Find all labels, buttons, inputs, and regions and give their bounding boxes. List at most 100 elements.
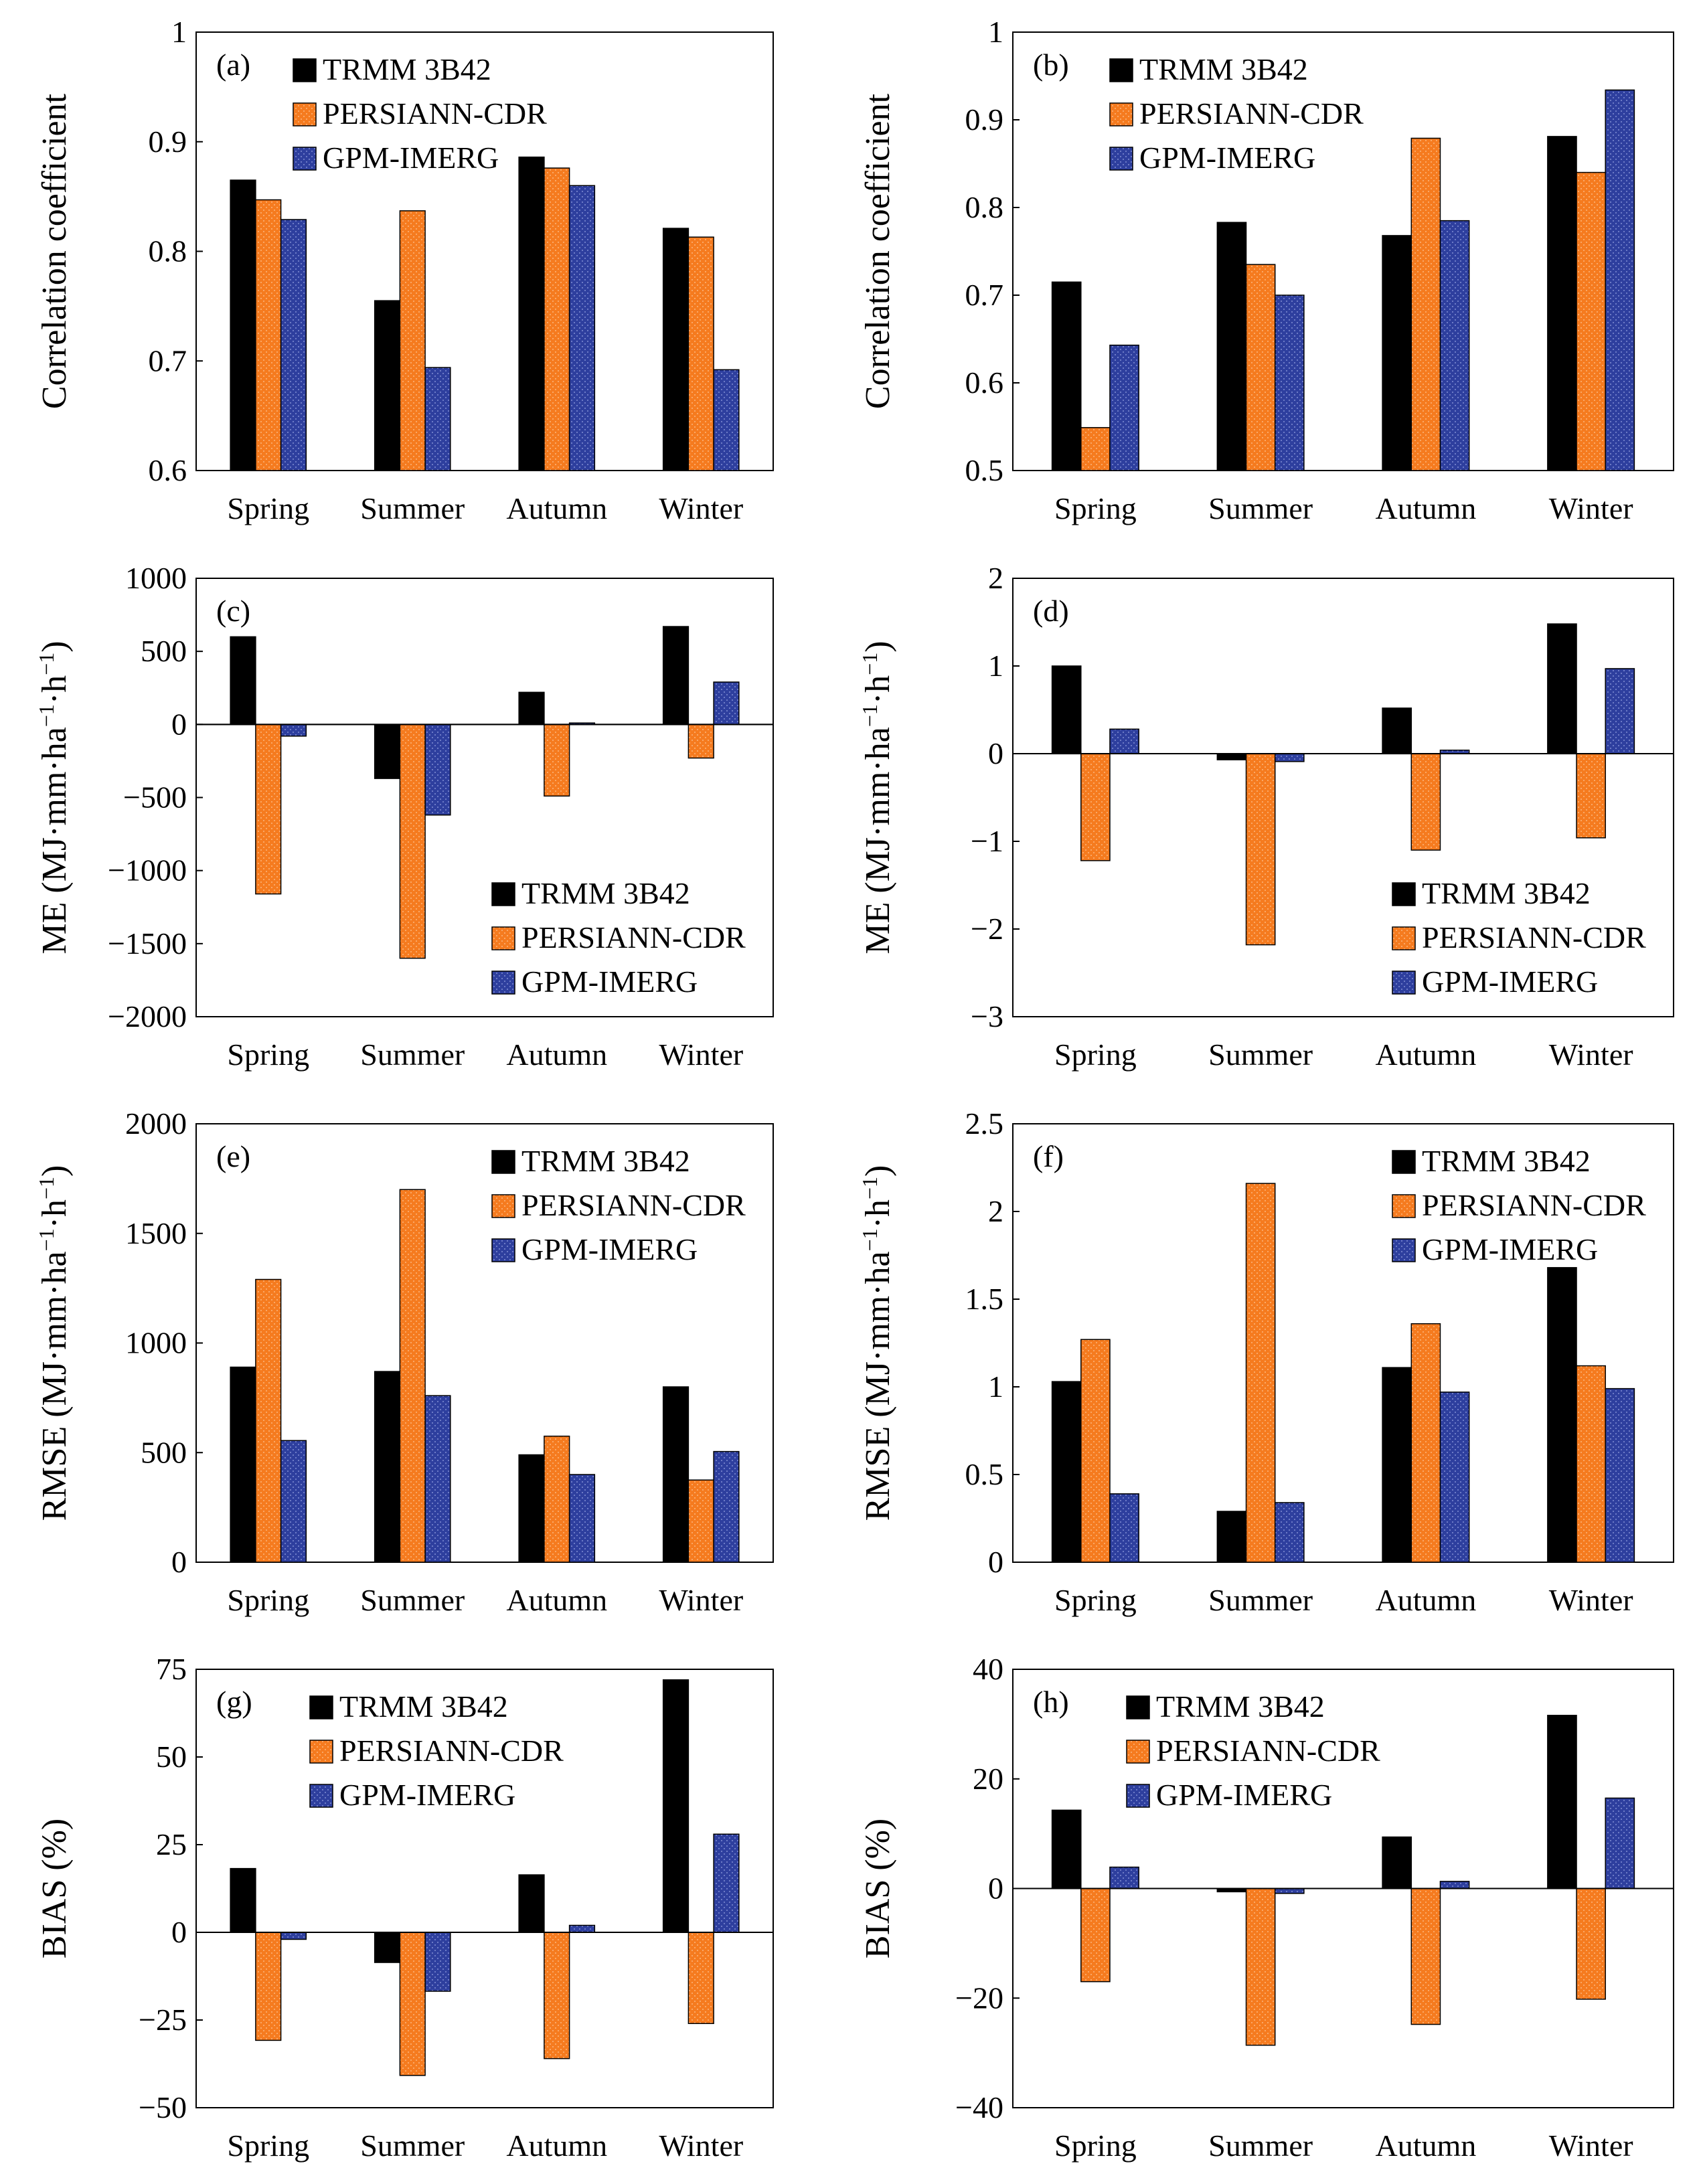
x-tick-label-f-winter: Winter <box>1549 1583 1633 1617</box>
y-tick-label-h-4: 40 <box>973 1652 1003 1686</box>
x-tick-label-d-spring: Spring <box>1054 1037 1137 1072</box>
y-tick-label-d-4: 1 <box>988 649 1003 683</box>
bar-b-trmm-3b42-spring <box>1051 281 1082 471</box>
bar-b-trmm-3b42-autumn <box>1382 235 1412 471</box>
bar-c-gpm-imerg-spring <box>280 724 307 737</box>
bar-a-gpm-imerg-autumn <box>568 185 596 471</box>
y-tick-label-g-0: −50 <box>139 2090 187 2124</box>
bar-f-gpm-imerg-autumn <box>1439 1392 1470 1563</box>
bar-c-persiann-cdr-spring <box>255 724 282 895</box>
legend-swatch-d-gpm-imerg <box>1392 971 1416 995</box>
panel-label-c: (c) <box>216 594 250 628</box>
y-tick-label-h-0: −40 <box>955 2090 1003 2124</box>
bar-f-trmm-3b42-spring <box>1051 1381 1082 1563</box>
bar-c-trmm-3b42-autumn <box>518 691 545 726</box>
bar-f-persiann-cdr-autumn <box>1410 1323 1441 1563</box>
legend-swatch-h-trmm-3b42 <box>1126 1695 1150 1719</box>
legend-label-a-gpm-imerg: GPM-IMERG <box>323 141 499 175</box>
legend-label-g-gpm-imerg: GPM-IMERG <box>339 1778 515 1812</box>
x-tick-label-h-summer: Summer <box>1208 2128 1313 2163</box>
legend-swatch-f-persiann-cdr <box>1392 1194 1416 1218</box>
bar-a-persiann-cdr-spring <box>255 199 282 471</box>
bar-a-trmm-3b42-winter <box>662 228 690 471</box>
panel-c: −2000 −1500 −1000 −500 0 500 1000 Spring Summer A… <box>34 561 774 1072</box>
legend-label-c-gpm-imerg: GPM-IMERG <box>521 964 698 999</box>
legend-label-f-trmm-3b42: TRMM 3B42 <box>1422 1144 1591 1178</box>
x-tick-label-d-summer: Summer <box>1208 1037 1313 1072</box>
bar-e-persiann-cdr-winter <box>687 1479 714 1563</box>
legend-swatch-c-persiann-cdr <box>491 926 515 950</box>
y-axis-title-a: Correlation coefficient <box>35 93 74 409</box>
y-tick-label-g-4: 50 <box>156 1740 187 1774</box>
bar-a-trmm-3b42-summer <box>374 300 401 471</box>
y-tick-label-h-1: −20 <box>955 1981 1003 2015</box>
bar-a-persiann-cdr-summer <box>399 210 426 471</box>
y-tick-label-c-5: 500 <box>141 634 187 668</box>
x-tick-label-a-winter: Winter <box>659 491 743 525</box>
bar-d-trmm-3b42-winter <box>1547 623 1577 754</box>
legend-label-a-trmm-3b42: TRMM 3B42 <box>323 52 491 86</box>
x-tick-label-c-winter: Winter <box>659 1037 743 1072</box>
x-tick-label-d-winter: Winter <box>1549 1037 1633 1072</box>
y-tick-label-b-1: 0.6 <box>965 365 1004 400</box>
bar-g-persiann-cdr-spring <box>255 1932 282 2041</box>
x-tick-label-g-winter: Winter <box>659 2128 743 2163</box>
x-tick-label-b-winter: Winter <box>1549 491 1633 525</box>
panel-a: 0.6 0.7 0.8 0.9 1 Spring Summer Autumn Winter (a)… <box>35 15 774 525</box>
bar-c-trmm-3b42-winter <box>662 626 690 726</box>
x-tick-label-g-spring: Spring <box>227 2128 309 2163</box>
y-tick-label-e-0: 0 <box>171 1545 187 1579</box>
bar-e-trmm-3b42-winter <box>662 1386 690 1563</box>
y-tick-label-c-1: −1500 <box>108 926 187 960</box>
bar-f-gpm-imerg-summer <box>1274 1502 1305 1563</box>
bar-h-gpm-imerg-spring <box>1109 1866 1139 1889</box>
x-tick-label-a-autumn: Autumn <box>506 491 607 525</box>
x-tick-label-c-spring: Spring <box>227 1037 309 1072</box>
y-tick-label-a-0: 0.6 <box>149 453 187 487</box>
y-tick-label-c-4: 0 <box>171 707 187 741</box>
x-tick-label-h-autumn: Autumn <box>1375 2128 1476 2163</box>
legend-label-b-gpm-imerg: GPM-IMERG <box>1139 141 1315 175</box>
bar-a-trmm-3b42-spring <box>230 179 256 471</box>
bar-c-persiann-cdr-autumn <box>544 724 570 797</box>
y-axis-title-f: RMSE (MJ·mm·ha−1·h−1) <box>858 1165 897 1521</box>
x-tick-label-a-summer: Summer <box>360 491 465 525</box>
legend-swatch-f-gpm-imerg <box>1392 1238 1416 1262</box>
bar-e-trmm-3b42-spring <box>230 1366 256 1563</box>
panel-b: 0.5 0.6 0.7 0.8 0.9 1 Spring Summer Autumn Winter… <box>859 15 1674 525</box>
bar-a-persiann-cdr-autumn <box>544 167 570 471</box>
y-tick-label-d-5: 2 <box>988 561 1003 595</box>
legend-swatch-c-trmm-3b42 <box>491 882 515 906</box>
legend-label-e-persiann-cdr: PERSIANN-CDR <box>521 1188 746 1222</box>
x-tick-label-e-autumn: Autumn <box>506 1583 607 1617</box>
bar-f-gpm-imerg-spring <box>1109 1493 1139 1563</box>
y-tick-label-f-3: 1.5 <box>965 1282 1004 1316</box>
bar-d-trmm-3b42-autumn <box>1382 707 1412 754</box>
y-axis-title-h: BIAS (%) <box>859 1819 897 1958</box>
y-axis-title-b: Correlation coefficient <box>859 93 897 409</box>
legend-swatch-h-persiann-cdr <box>1126 1740 1150 1764</box>
y-tick-label-f-4: 2 <box>988 1194 1003 1228</box>
legend-swatch-g-gpm-imerg <box>309 1784 333 1808</box>
x-tick-label-f-summer: Summer <box>1208 1583 1313 1617</box>
x-tick-label-b-spring: Spring <box>1054 491 1137 525</box>
x-tick-label-d-autumn: Autumn <box>1375 1037 1476 1072</box>
legend-label-e-gpm-imerg: GPM-IMERG <box>521 1232 698 1266</box>
x-tick-label-g-autumn: Autumn <box>506 2128 607 2163</box>
y-axis-title-g: BIAS (%) <box>35 1819 74 1958</box>
legend-swatch-f-trmm-3b42 <box>1392 1150 1416 1174</box>
legend-swatch-h-gpm-imerg <box>1126 1784 1150 1808</box>
x-tick-label-c-summer: Summer <box>360 1037 465 1072</box>
y-tick-label-b-2: 0.7 <box>965 278 1004 312</box>
legend-swatch-a-trmm-3b42 <box>293 58 317 82</box>
bar-g-trmm-3b42-summer <box>374 1932 401 1963</box>
panel-d: −3 −2 −1 0 1 2 Spring Summer Autumn Winter (d) TRMM… <box>858 561 1674 1072</box>
bar-e-trmm-3b42-summer <box>374 1371 401 1563</box>
legend-swatch-g-trmm-3b42 <box>309 1695 333 1719</box>
legend-label-g-persiann-cdr: PERSIANN-CDR <box>339 1734 564 1768</box>
y-tick-label-d-0: −3 <box>971 999 1003 1033</box>
bar-g-trmm-3b42-spring <box>230 1867 256 1933</box>
panel-label-a: (a) <box>216 48 250 82</box>
bar-d-persiann-cdr-summer <box>1245 753 1276 946</box>
panel-e: 0 500 1000 1500 2000 Spring Summer Autumn Winter… <box>34 1106 774 1617</box>
